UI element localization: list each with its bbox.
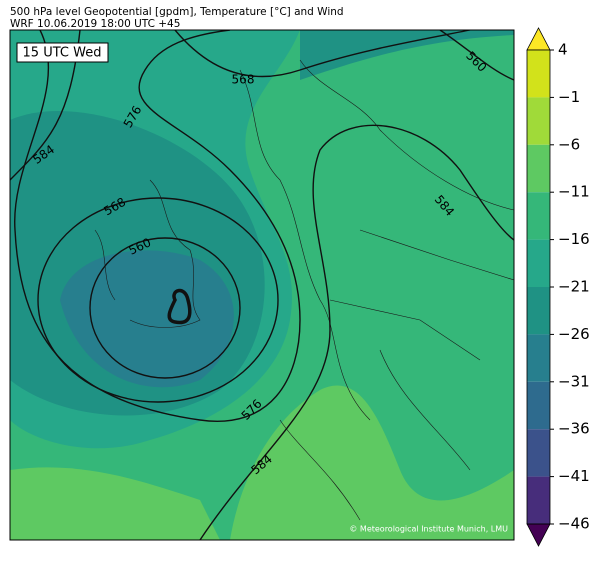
colorbar-label: −21 — [558, 278, 590, 296]
field-coldest — [60, 250, 234, 388]
colorbar-label: −31 — [558, 372, 590, 390]
colorbar-band — [527, 476, 550, 524]
timestamp-box — [16, 42, 109, 63]
colorbar-band — [527, 50, 550, 98]
colorbar-label: −11 — [558, 183, 590, 201]
colorbar-band — [527, 239, 550, 287]
field-cold — [300, 30, 514, 80]
colorbar-band — [527, 287, 550, 335]
contour-label: 568 — [232, 73, 255, 87]
colorbar-label: −16 — [558, 230, 590, 248]
credit: © Meteorological Institute Munich, LMU — [349, 525, 508, 534]
colorbar-label: −46 — [558, 515, 590, 533]
colorbar-label: −6 — [558, 135, 580, 153]
colorbar: 4 −1 −6 −11 −16 −21 −26 −31 −36 −41 −46 — [526, 27, 590, 547]
colorbar-band — [527, 97, 550, 145]
colorbar-band — [527, 429, 550, 477]
field-warm — [10, 467, 220, 540]
timestamp: 15 UTC Wed — [23, 46, 102, 61]
map — [10, 30, 514, 540]
colorbar-band — [527, 192, 550, 240]
colorbar-label: 4 — [558, 41, 568, 59]
subtitle: WRF 10.06.2019 18:00 UTC +45 — [10, 18, 180, 30]
colorbar-label: −41 — [558, 467, 590, 485]
colorbar-label: −36 — [558, 420, 590, 438]
colorbar-label: −1 — [558, 88, 580, 106]
map-frame — [9, 29, 515, 541]
field-warm — [230, 385, 514, 540]
title: 500 hPa level Geopotential [gpdm], Tempe… — [10, 6, 344, 18]
colorbar-extend-bottom — [526, 523, 551, 547]
colorbar-label: −26 — [558, 325, 590, 343]
colorbar-band — [527, 334, 550, 382]
colorbar-extend-top — [526, 27, 551, 51]
colorbar-band — [527, 381, 550, 430]
colorbar-band — [527, 144, 550, 193]
